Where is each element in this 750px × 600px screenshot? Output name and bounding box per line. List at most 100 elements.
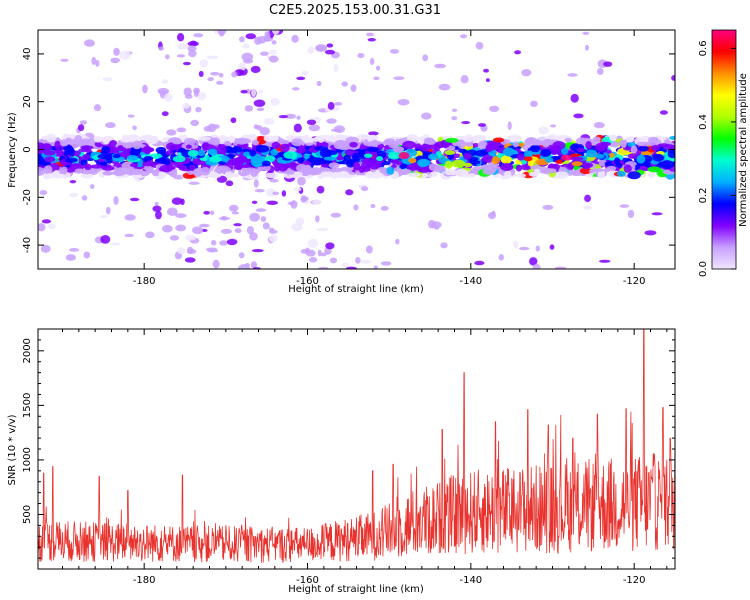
spectrogram-cell <box>651 212 663 216</box>
spectrogram-cell <box>191 226 204 235</box>
spectrogram-cell <box>164 93 173 102</box>
spectrogram-cell <box>120 138 132 143</box>
spectrogram-cell <box>627 171 641 180</box>
spectrogram-cell <box>380 261 392 266</box>
spectrogram-cell <box>268 49 277 55</box>
spectrogram-cell <box>295 217 305 226</box>
spectrogram-cell <box>445 137 459 143</box>
spectrogram-cell <box>324 49 336 55</box>
spectrogram-cell <box>320 252 327 257</box>
spectrogram-cell <box>460 34 468 39</box>
spectrogram-cell <box>461 121 471 125</box>
spectrogram-cell <box>420 151 433 156</box>
spectrogram-cell <box>234 228 242 234</box>
spectrogram-cell <box>567 73 578 77</box>
spectrogram-cell <box>177 148 187 153</box>
spectrogram-cell <box>326 118 337 124</box>
spectrogram-cell <box>416 158 431 167</box>
spectrogram-cell <box>101 146 111 154</box>
spectrogram-cell <box>514 50 522 55</box>
spectrogram-cell <box>218 72 224 78</box>
spectrogram-cell <box>323 156 337 161</box>
spectrogram-cell <box>661 160 675 170</box>
y-tick-label: -20 <box>22 189 33 205</box>
spectrogram-cell <box>183 87 192 97</box>
spectrogram-cell <box>341 262 350 268</box>
spectrogram-cell <box>38 223 46 232</box>
spectrogram-cell <box>238 138 252 144</box>
spectrogram-cell <box>233 223 242 227</box>
spectrogram-cell <box>542 204 554 210</box>
spectrogram-cell <box>333 125 346 134</box>
spectrogram-cell <box>585 149 598 158</box>
spectrogram-cell <box>434 63 447 69</box>
y-tick-label: 1000 <box>22 447 33 472</box>
spectrogram-cell <box>555 159 564 165</box>
spectrogram-cell <box>564 137 572 143</box>
spectrogram-cell <box>516 153 525 161</box>
spectrogram-cell <box>260 51 269 56</box>
spectrogram-cell <box>582 31 590 36</box>
spectrogram-cell <box>47 223 56 230</box>
spectrogram-cell <box>296 115 301 120</box>
spectrogram-cell <box>119 151 131 157</box>
spectrogram-cell <box>229 204 239 212</box>
spectrogram-cell <box>220 228 233 234</box>
spectrogram-cell <box>548 168 557 174</box>
spectrogram-cell <box>188 49 197 58</box>
spectrogram-cell <box>327 101 335 110</box>
spectrogram-cell <box>544 156 554 163</box>
spectrogram-cell <box>171 197 183 205</box>
snr-x-label: Height of straight line (km) <box>288 584 424 595</box>
snr-series-line <box>37 328 676 563</box>
spectrogram-cell <box>334 101 343 106</box>
spectrogram-cell <box>341 81 348 87</box>
spectrogram-cell <box>84 163 92 171</box>
spectrogram-cell <box>278 164 288 172</box>
spectrogram-cell <box>41 219 52 224</box>
spectrogram-cell <box>54 140 61 150</box>
spectrogram-cell <box>538 166 549 174</box>
spectrogram-cell <box>427 153 439 161</box>
spectrogram-cell <box>392 146 405 153</box>
spectrogram-cell <box>271 30 280 35</box>
spectrogram-cell <box>317 135 325 143</box>
spectrogram-cell <box>101 165 115 171</box>
spectrogram-cell <box>38 144 46 150</box>
spectrogram-cell <box>355 256 361 264</box>
spectrogram-cell <box>528 171 539 177</box>
spectrogram-cell <box>647 171 656 178</box>
colorbar-ticks: 0.0 0.2 0.4 0.6 <box>698 40 736 277</box>
spectrogram-cell <box>185 144 192 149</box>
spectrogram-cell <box>138 135 151 142</box>
spectrogram-cell <box>249 232 258 241</box>
spectrogram-cell <box>376 156 384 162</box>
spectrogram-cell <box>420 143 431 152</box>
spectrogram-cell <box>606 165 617 172</box>
spectrogram-cell <box>500 155 512 165</box>
spectrogram-cell <box>581 162 594 168</box>
spectrogram-cell <box>513 240 519 249</box>
spectrogram-cell <box>398 151 410 160</box>
spectrogram-cell <box>269 178 279 183</box>
spectrogram-cell <box>296 76 306 81</box>
spectrogram-cell <box>266 188 276 197</box>
spectrogram-cell <box>353 161 361 171</box>
spectrogram-cell <box>599 259 611 263</box>
spectrogram-cell <box>307 46 315 55</box>
spectrogram-cell <box>82 154 91 160</box>
spectrogram-cell <box>254 188 265 193</box>
spectrogram-cell <box>193 33 204 38</box>
spectrogram-cell <box>166 142 180 151</box>
spectrogram-cell <box>184 234 197 241</box>
x-tick-label: -140 <box>459 276 482 287</box>
spectrogram-cell <box>315 215 320 223</box>
spectrogram-cell <box>98 169 106 178</box>
spectrogram-cell <box>659 110 668 115</box>
spectrogram-cell <box>584 156 595 162</box>
spectrogram-cell <box>317 249 322 257</box>
spectrogram-cell <box>230 117 237 124</box>
spectrogram-cell <box>74 135 83 144</box>
spectrogram-cell <box>203 125 212 132</box>
spectrogram-cell <box>301 196 309 201</box>
